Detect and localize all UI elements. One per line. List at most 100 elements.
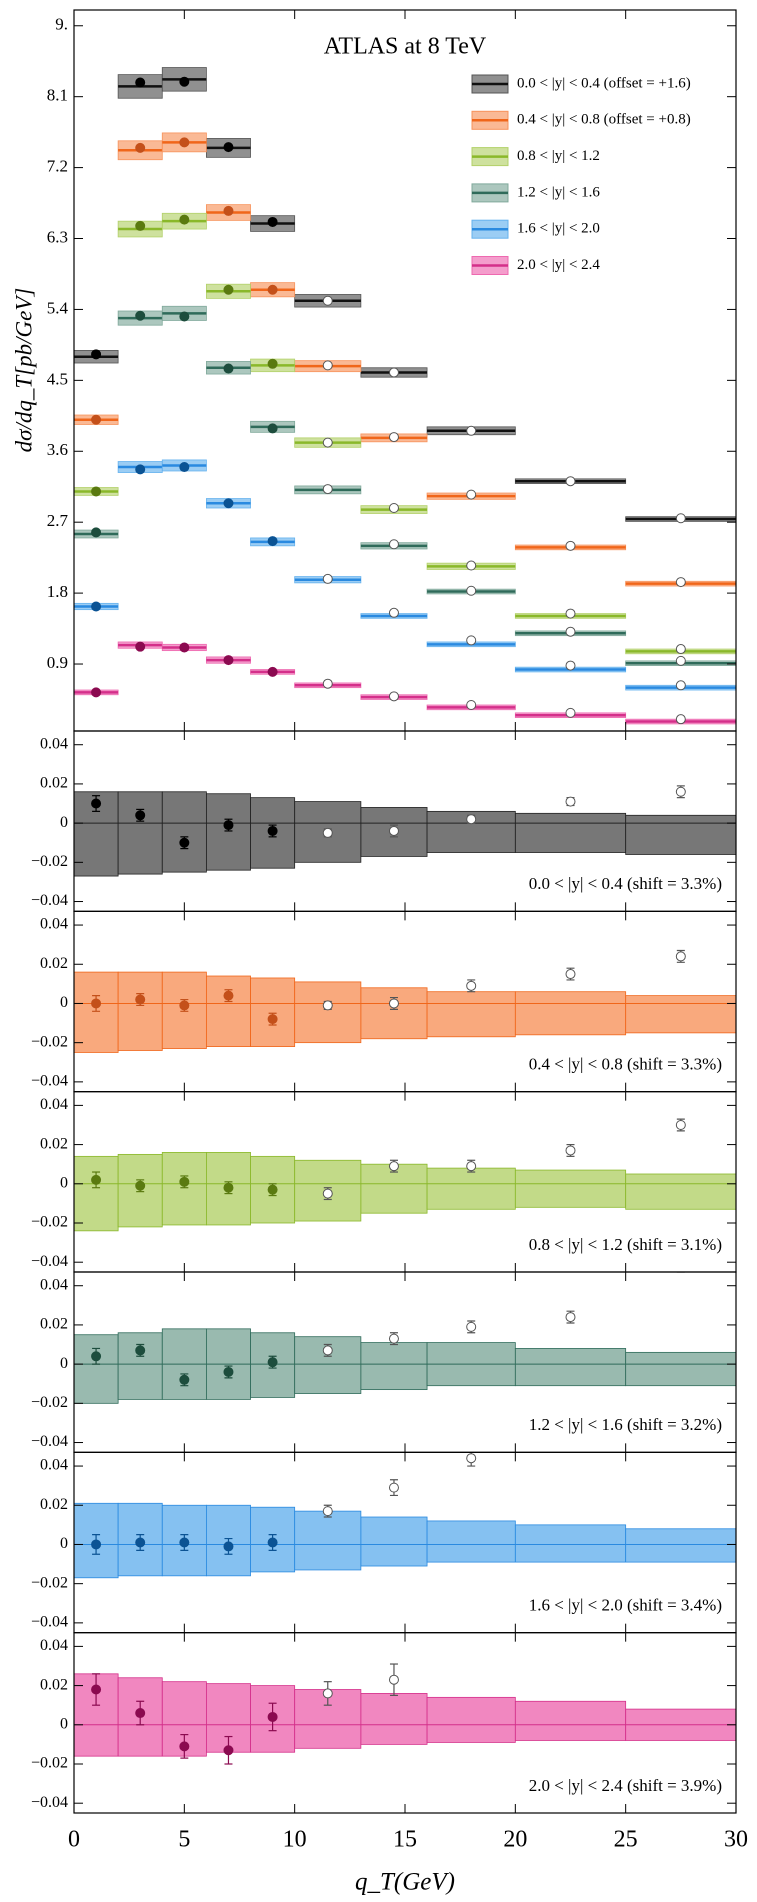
data-point bbox=[91, 1174, 102, 1185]
data-point bbox=[223, 284, 234, 295]
data-point bbox=[388, 1333, 399, 1344]
theory-band bbox=[514, 1700, 627, 1741]
data-point bbox=[223, 655, 234, 666]
theory-band bbox=[74, 1155, 119, 1232]
data-point bbox=[135, 1708, 146, 1719]
data-point bbox=[179, 137, 190, 148]
theory-band bbox=[360, 1516, 428, 1567]
data-point bbox=[388, 1482, 399, 1493]
data-point bbox=[223, 1182, 234, 1193]
data-point bbox=[91, 798, 102, 809]
y-tick-label: 2.7 bbox=[47, 511, 69, 530]
y-tick-label: −0.02 bbox=[31, 1755, 68, 1772]
data-point bbox=[267, 1014, 278, 1025]
data-point bbox=[675, 951, 686, 962]
theory-band bbox=[161, 791, 207, 873]
error-bar bbox=[179, 836, 190, 850]
data-point bbox=[267, 1711, 278, 1722]
theory-band bbox=[514, 991, 627, 1036]
error-bar bbox=[135, 1700, 146, 1726]
plot-area bbox=[74, 67, 736, 725]
data-point bbox=[135, 1345, 146, 1356]
y-tick-label: 0 bbox=[60, 1535, 68, 1552]
x-tick-label: 10 bbox=[283, 1827, 307, 1853]
data-point bbox=[179, 1000, 190, 1011]
y-tick-label: −0.04 bbox=[31, 1253, 68, 1270]
theory-band bbox=[426, 991, 516, 1038]
data-point bbox=[179, 837, 190, 848]
error-bar bbox=[91, 1534, 102, 1555]
x-axis-label: q_T(GeV) bbox=[355, 1869, 455, 1896]
error-bar bbox=[388, 1479, 399, 1497]
theory-band bbox=[514, 1348, 627, 1387]
error-bar bbox=[322, 1504, 333, 1518]
y-tick-label: 0.04 bbox=[40, 1096, 68, 1113]
data-point bbox=[322, 1506, 333, 1517]
y-tick-label: −0.04 bbox=[31, 1614, 68, 1631]
y-tick-label: 0.04 bbox=[40, 916, 68, 933]
error-bar bbox=[91, 995, 102, 1012]
theory-band bbox=[625, 1351, 736, 1387]
y-tick-label: 0 bbox=[60, 1355, 68, 1372]
data-point bbox=[565, 476, 576, 487]
y-tick-label: 0.9 bbox=[47, 653, 68, 672]
data-point bbox=[135, 220, 146, 231]
error-bar bbox=[91, 1171, 102, 1189]
data-point bbox=[322, 573, 333, 584]
legend-label: 1.6 < |y| < 2.0 bbox=[517, 221, 600, 237]
data-point bbox=[91, 486, 102, 497]
error-bar bbox=[179, 1534, 190, 1551]
error-bar bbox=[91, 1347, 102, 1365]
data-point bbox=[135, 142, 146, 153]
data-point bbox=[91, 414, 102, 425]
data-point bbox=[223, 990, 234, 1001]
data-point bbox=[135, 464, 146, 475]
data-point bbox=[91, 1684, 102, 1695]
data-point bbox=[179, 1741, 190, 1752]
x-tick-label: 20 bbox=[503, 1827, 527, 1853]
theory-band bbox=[625, 814, 736, 855]
error-bar bbox=[675, 949, 686, 963]
data-point bbox=[322, 1188, 333, 1199]
data-point bbox=[135, 310, 146, 321]
data-point bbox=[388, 607, 399, 618]
data-point bbox=[675, 644, 686, 655]
error-bar bbox=[466, 1159, 477, 1173]
theory-band bbox=[250, 977, 296, 1047]
error-bar bbox=[223, 818, 234, 832]
theory-band bbox=[205, 975, 251, 1047]
error-bar bbox=[676, 1272, 685, 1273]
theory-band bbox=[514, 1524, 627, 1563]
data-point bbox=[675, 513, 686, 524]
y-tick-label: 0.04 bbox=[40, 1637, 68, 1654]
data-point bbox=[135, 77, 146, 88]
data-point bbox=[135, 810, 146, 821]
error-bar bbox=[322, 827, 333, 838]
data-point bbox=[223, 1366, 234, 1377]
error-bar bbox=[179, 1373, 190, 1387]
data-point bbox=[675, 714, 686, 725]
plot-area bbox=[74, 1272, 736, 1404]
data-point bbox=[466, 635, 477, 646]
data-point bbox=[91, 1539, 102, 1550]
y-tick-label: 7.2 bbox=[47, 157, 68, 176]
y-tick-label: 9. bbox=[55, 15, 68, 34]
data-point bbox=[267, 666, 278, 677]
plot-area bbox=[74, 949, 736, 1053]
data-point bbox=[565, 540, 576, 551]
data-point bbox=[223, 1541, 234, 1552]
error-bar bbox=[267, 1183, 278, 1197]
error-bar bbox=[91, 1673, 102, 1706]
data-point bbox=[267, 423, 278, 434]
data-point bbox=[135, 641, 146, 652]
plot-area bbox=[74, 1663, 736, 1765]
x-tick-label: 0 bbox=[68, 1827, 80, 1853]
data-point bbox=[267, 358, 278, 369]
error-bar bbox=[179, 998, 190, 1012]
x-tick-label: 25 bbox=[614, 1827, 638, 1853]
panel-label: 0.4 < |y| < 0.8 (shift = 3.3%) bbox=[529, 1055, 722, 1074]
data-point bbox=[675, 1119, 686, 1130]
y-tick-label: 0.04 bbox=[40, 1276, 68, 1293]
panel-frame bbox=[73, 1632, 737, 1814]
